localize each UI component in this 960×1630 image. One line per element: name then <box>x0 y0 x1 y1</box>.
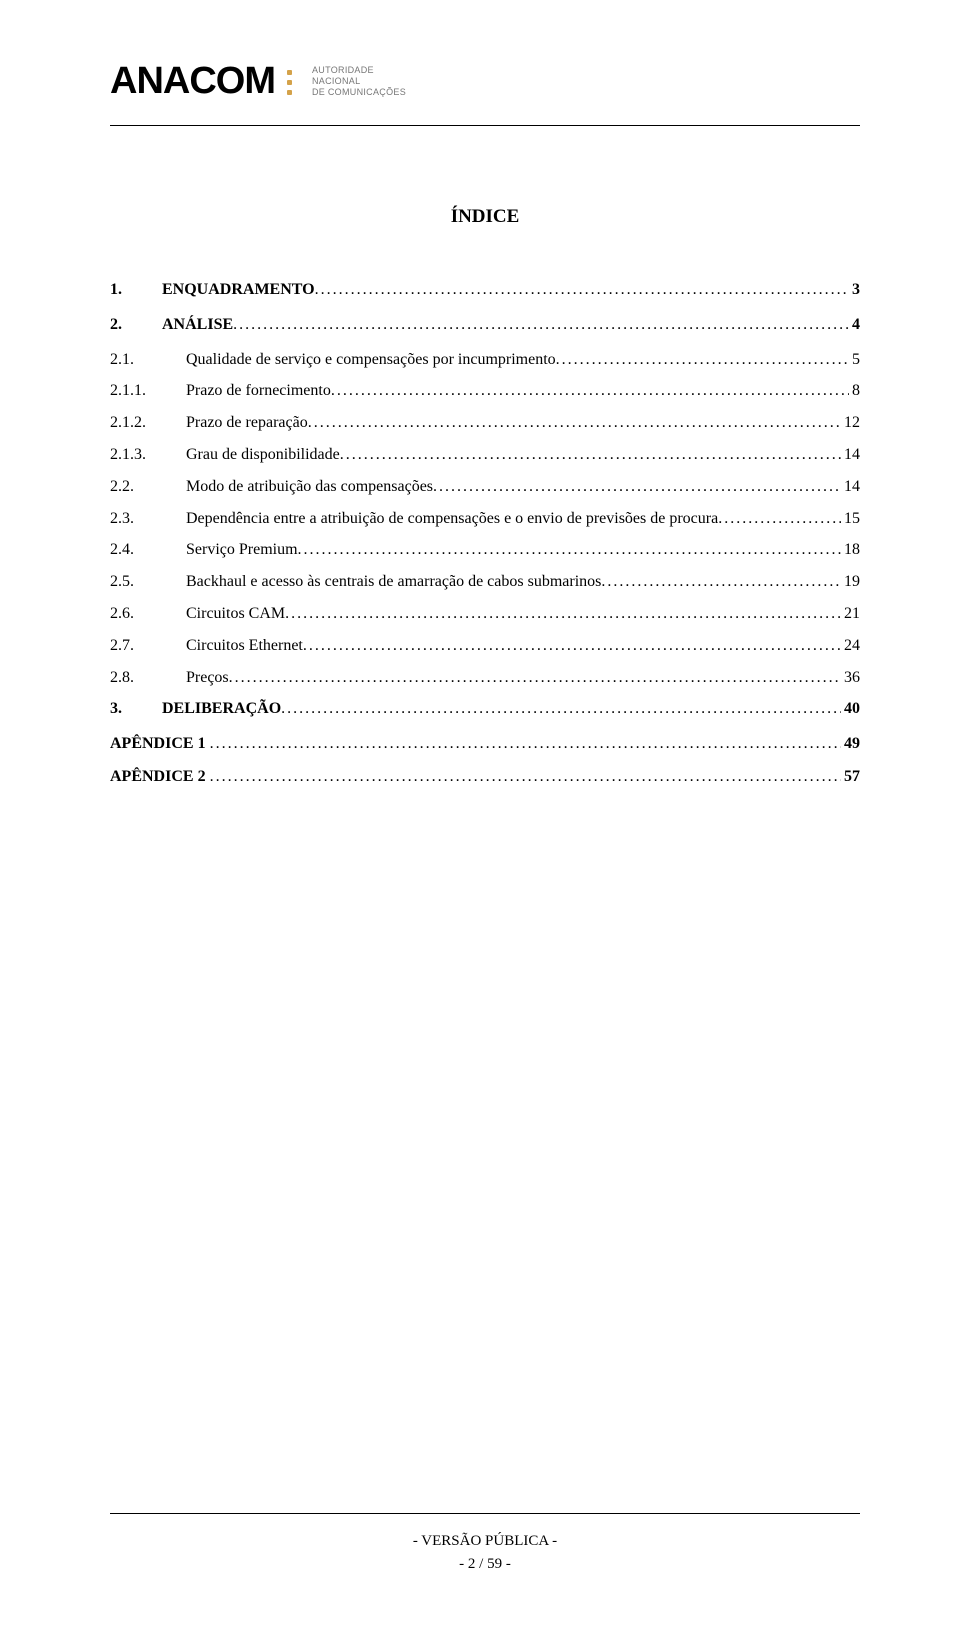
footer-rule <box>110 1513 860 1514</box>
toc-page-number: 57 <box>841 765 860 790</box>
toc-page-number: 18 <box>841 538 860 563</box>
toc-number: 2.1.1. <box>110 379 186 404</box>
toc-label: Circuitos CAM <box>186 602 285 627</box>
toc-entry: 2.1.2.Prazo de reparação 12 <box>110 411 860 436</box>
toc-leader-dots <box>298 538 841 563</box>
toc-page-number: 49 <box>841 732 860 757</box>
toc-entry: 2.1.1.Prazo de fornecimento 8 <box>110 379 860 404</box>
toc-page-number: 36 <box>841 666 860 691</box>
toc-number: 2.4. <box>110 538 186 563</box>
toc-number: 2.7. <box>110 634 186 659</box>
toc-leader-dots <box>285 602 841 627</box>
toc-label: Preços <box>186 666 229 691</box>
page-title: ÍNDICE <box>110 206 860 228</box>
toc-entry: APÊNDICE 2 57 <box>110 765 860 790</box>
footer-version: - VERSÃO PÚBLICA - <box>110 1530 860 1553</box>
toc-entry: 2.1.3.Grau de disponibilidade 14 <box>110 443 860 468</box>
table-of-contents: 1.ENQUADRAMENTO 32.ANÁLISE 42.1.Qualidad… <box>110 278 860 790</box>
toc-entry: 2.2.Modo de atribuição das compensações … <box>110 475 860 500</box>
toc-label: Serviço Premium <box>186 538 298 563</box>
toc-number: 2.6. <box>110 602 186 627</box>
document-footer: - VERSÃO PÚBLICA - - 2 / 59 - <box>110 1513 860 1575</box>
toc-entry: 2.5.Backhaul e acesso às centrais de ama… <box>110 570 860 595</box>
toc-number: 2.1.3. <box>110 443 186 468</box>
toc-entry: 3.DELIBERAÇÃO 40 <box>110 697 860 722</box>
toc-label: ANÁLISE <box>162 313 233 338</box>
toc-label: Qualidade de serviço e compensações por … <box>186 348 556 373</box>
toc-number: 3. <box>110 697 162 722</box>
footer-pager: - 2 / 59 - <box>110 1553 860 1576</box>
toc-number: 2.5. <box>110 570 186 595</box>
toc-entry: 2.3.Dependência entre a atribuição de co… <box>110 507 860 532</box>
toc-label: Modo de atribuição das compensações <box>186 475 433 500</box>
toc-page-number: 5 <box>849 348 860 373</box>
toc-leader-dots <box>315 278 849 303</box>
toc-entry: 2.6.Circuitos CAM 21 <box>110 602 860 627</box>
toc-leader-dots <box>281 697 841 722</box>
toc-leader-dots <box>210 732 841 757</box>
toc-page-number: 21 <box>841 602 860 627</box>
toc-label: Grau de disponibilidade <box>186 443 340 468</box>
toc-label: Prazo de fornecimento <box>186 379 331 404</box>
toc-entry: 2.ANÁLISE 4 <box>110 313 860 338</box>
toc-page-number: 40 <box>841 697 860 722</box>
toc-entry: 2.4.Serviço Premium 18 <box>110 538 860 563</box>
toc-page-number: 14 <box>841 475 860 500</box>
toc-entry: APÊNDICE 1 49 <box>110 732 860 757</box>
toc-page-number: 12 <box>841 411 860 436</box>
toc-entry: 2.7.Circuitos Ethernet 24 <box>110 634 860 659</box>
document-header: ANACOM AUTORIDADE NACIONAL DE COMUNICAÇÕ… <box>110 60 860 121</box>
logo-text: ANACOM <box>110 60 275 103</box>
toc-label: Prazo de reparação <box>186 411 308 436</box>
logo: ANACOM <box>110 60 292 103</box>
header-rule <box>110 125 860 126</box>
toc-leader-dots <box>233 313 849 338</box>
toc-number: 2.1.2. <box>110 411 186 436</box>
toc-number: 2.3. <box>110 507 186 532</box>
subtitle-line: AUTORIDADE <box>312 65 406 76</box>
toc-leader-dots <box>556 348 849 373</box>
toc-number: 2.1. <box>110 348 186 373</box>
toc-label: Dependência entre a atribuição de compen… <box>186 507 718 532</box>
toc-leader-dots <box>229 666 841 691</box>
toc-leader-dots <box>433 475 841 500</box>
toc-page-number: 15 <box>841 507 860 532</box>
toc-leader-dots <box>718 507 841 532</box>
toc-leader-dots <box>331 379 849 404</box>
toc-page-number: 3 <box>849 278 860 303</box>
subtitle-line: NACIONAL <box>312 76 406 87</box>
toc-number: 2. <box>110 313 162 338</box>
toc-leader-dots <box>210 765 841 790</box>
toc-number: APÊNDICE 1 <box>110 732 210 757</box>
toc-entry: 2.1.Qualidade de serviço e compensações … <box>110 348 860 373</box>
toc-page-number: 24 <box>841 634 860 659</box>
toc-label: DELIBERAÇÃO <box>162 697 281 722</box>
toc-number: 2.8. <box>110 666 186 691</box>
toc-leader-dots <box>308 411 841 436</box>
toc-leader-dots <box>303 634 841 659</box>
toc-label: ENQUADRAMENTO <box>162 278 315 303</box>
toc-number: APÊNDICE 2 <box>110 765 210 790</box>
toc-leader-dots <box>601 570 841 595</box>
toc-entry: 2.8.Preços 36 <box>110 666 860 691</box>
toc-leader-dots <box>340 443 841 468</box>
toc-page-number: 14 <box>841 443 860 468</box>
toc-page-number: 8 <box>849 379 860 404</box>
logo-dots-icon <box>287 70 292 95</box>
subtitle-line: DE COMUNICAÇÕES <box>312 87 406 98</box>
toc-entry: 1.ENQUADRAMENTO 3 <box>110 278 860 303</box>
toc-page-number: 19 <box>841 570 860 595</box>
toc-number: 2.2. <box>110 475 186 500</box>
toc-page-number: 4 <box>849 313 860 338</box>
toc-number: 1. <box>110 278 162 303</box>
toc-label: Backhaul e acesso às centrais de amarraç… <box>186 570 601 595</box>
toc-label: Circuitos Ethernet <box>186 634 303 659</box>
logo-subtitle: AUTORIDADE NACIONAL DE COMUNICAÇÕES <box>312 65 406 99</box>
